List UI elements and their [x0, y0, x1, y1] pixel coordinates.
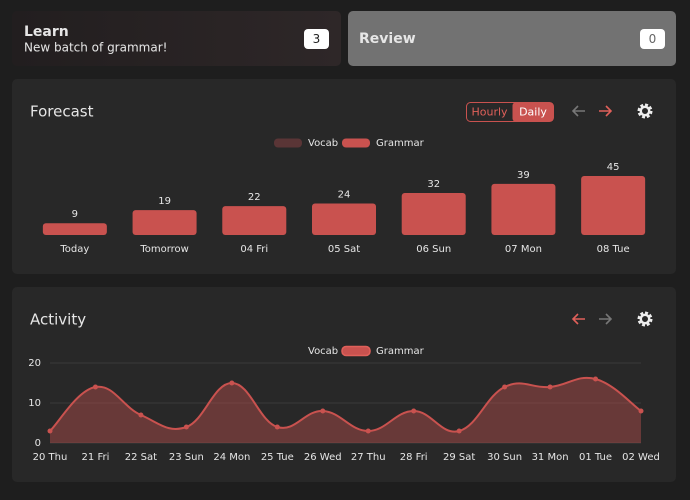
value-label: 39	[517, 170, 530, 181]
review-card[interactable]	[348, 11, 676, 66]
point	[411, 408, 417, 414]
panel-title: Forecast	[30, 103, 94, 121]
x-tick-label: 25 Tue	[261, 452, 294, 463]
value-label: 22	[248, 192, 261, 203]
point	[456, 428, 462, 434]
bar	[581, 176, 646, 235]
count-badge	[640, 29, 665, 49]
value-label: 9	[72, 209, 78, 220]
prev-arrow[interactable]	[571, 105, 585, 117]
count-badge	[304, 29, 329, 49]
point	[47, 428, 53, 434]
point	[638, 408, 644, 414]
value-label: 32	[427, 179, 440, 190]
area	[50, 377, 641, 443]
bar	[42, 223, 107, 235]
x-tick-label: Tomorrow	[139, 244, 189, 255]
x-tick-label: 28 Fri	[400, 452, 428, 463]
mode-active	[512, 102, 554, 122]
next-arrow[interactable]	[599, 105, 613, 117]
point	[183, 424, 189, 430]
settings-icon[interactable]	[637, 311, 653, 327]
bar	[132, 210, 197, 235]
mode-option[interactable]: Daily	[519, 106, 547, 119]
x-tick-label: 29 Sat	[443, 452, 475, 463]
card-title: Learn	[24, 24, 69, 40]
next-arrow[interactable]	[599, 313, 613, 325]
panel-title: Activity	[30, 311, 86, 329]
point	[138, 412, 144, 418]
x-tick-label: 04 Fri	[240, 244, 268, 255]
x-tick-label: 21 Fri	[82, 452, 110, 463]
point	[92, 384, 98, 390]
settings-icon[interactable]	[637, 103, 653, 119]
point	[593, 376, 599, 382]
legend-swatch	[342, 138, 370, 148]
legend-label: Grammar	[376, 138, 425, 149]
point	[229, 380, 235, 386]
legend-label: Vocab	[308, 138, 338, 149]
x-tick-label: 31 Mon	[532, 452, 569, 463]
y-tick-label: 20	[28, 358, 41, 369]
x-tick-label: 05 Sat	[328, 244, 360, 255]
bar	[491, 183, 556, 235]
count: 3	[313, 32, 321, 46]
x-tick-label: 02 Wed	[622, 452, 660, 463]
x-tick-label: 24 Mon	[213, 452, 250, 463]
point	[502, 384, 508, 390]
legend-swatch	[341, 345, 371, 357]
x-tick-label: Today	[59, 244, 89, 255]
x-tick-label: 08 Tue	[597, 244, 630, 255]
card-subtitle: New batch of grammar!	[24, 41, 167, 55]
x-tick-label: 30 Sun	[487, 452, 522, 463]
value-label: 24	[338, 190, 351, 201]
mode-option[interactable]: Hourly	[471, 106, 508, 119]
point	[365, 428, 371, 434]
legend-swatch	[274, 138, 302, 148]
x-tick-label: 07 Mon	[505, 244, 542, 255]
point	[320, 408, 326, 414]
x-tick-label: 27 Thu	[351, 452, 386, 463]
point	[274, 424, 280, 430]
value-label: 19	[158, 196, 171, 207]
bar	[401, 193, 466, 235]
x-tick-label: 26 Wed	[304, 452, 342, 463]
learn-card[interactable]	[12, 11, 341, 66]
legend-label: Grammar	[376, 346, 425, 357]
count: 0	[649, 32, 657, 46]
bar	[222, 206, 287, 235]
activity-panel	[12, 287, 676, 482]
x-tick-label: 22 Sat	[125, 452, 157, 463]
card-title: Review	[359, 31, 416, 47]
y-tick-label: 0	[35, 438, 41, 449]
value-label: 45	[607, 162, 620, 173]
y-tick-label: 10	[28, 398, 41, 409]
point	[547, 384, 553, 390]
legend-label: Vocab	[308, 346, 338, 357]
prev-arrow[interactable]	[571, 313, 585, 325]
x-tick-label: 06 Sun	[416, 244, 451, 255]
x-tick-label: 20 Thu	[33, 452, 68, 463]
bar	[312, 203, 376, 235]
x-tick-label: 23 Sun	[169, 452, 204, 463]
x-tick-label: 01 Tue	[579, 452, 612, 463]
